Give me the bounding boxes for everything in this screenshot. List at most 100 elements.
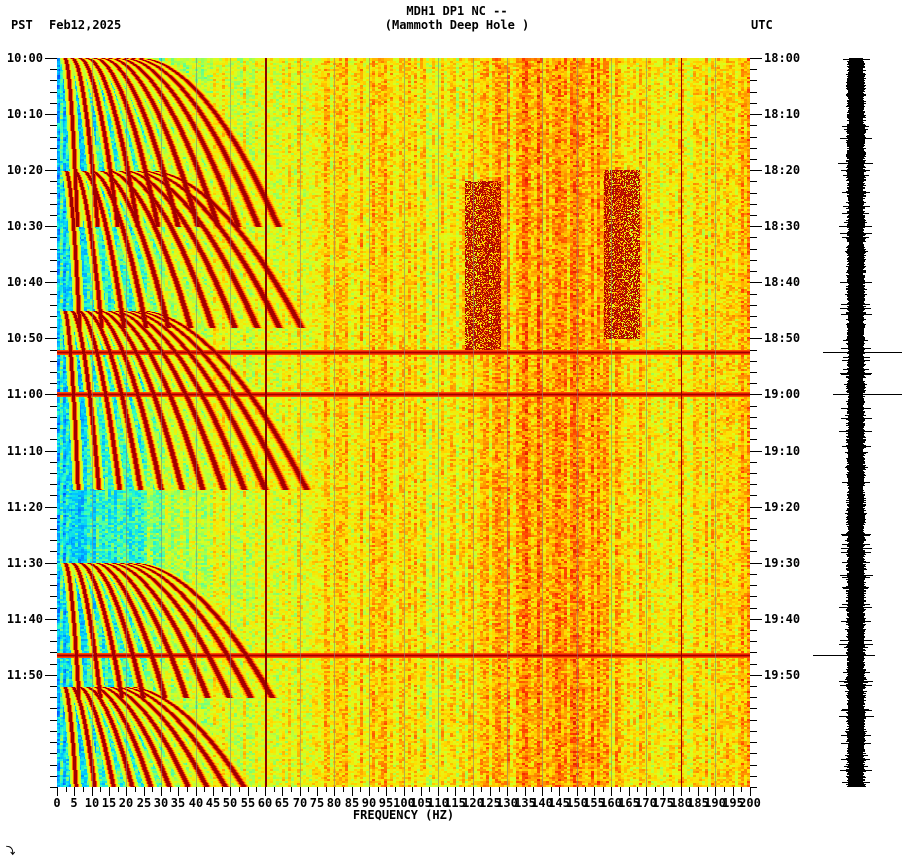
freq-tick-minor (222, 787, 223, 792)
helicorder-strip[interactable] (813, 58, 902, 787)
freq-tick-major (507, 787, 508, 796)
freq-tick-minor (135, 787, 136, 792)
time-tick-minor (750, 92, 757, 93)
header-left-timezone: PST (11, 18, 33, 32)
time-tick-minor (50, 708, 57, 709)
time-tick-minor (750, 193, 757, 194)
time-tick-minor (750, 428, 757, 429)
freq-label: 85 (344, 796, 360, 810)
freq-label: 25 (136, 796, 152, 810)
freq-tick-major (92, 787, 93, 796)
time-tick-major (45, 675, 57, 676)
freq-tick-major (317, 787, 318, 796)
freq-tick-major (334, 787, 335, 796)
time-tick-minor (750, 720, 757, 721)
time-tick-minor (750, 80, 757, 81)
freq-tick-major (109, 787, 110, 796)
time-tick-minor (50, 237, 57, 238)
time-tick-minor (50, 383, 57, 384)
spectrogram-canvas[interactable] (57, 58, 750, 787)
time-tick-minor (50, 80, 57, 81)
freq-tick-major (681, 787, 682, 796)
time-tick-minor (50, 103, 57, 104)
freq-tick-minor (239, 787, 240, 792)
time-tick-minor (50, 753, 57, 754)
time-tick-major (750, 394, 762, 395)
time-label: 18:50 (764, 331, 801, 345)
time-tick-minor (750, 652, 757, 653)
time-tick-minor (750, 316, 757, 317)
freq-tick-minor (100, 787, 101, 792)
time-tick-minor (50, 428, 57, 429)
freq-label: 80 (326, 796, 342, 810)
time-tick-minor (50, 271, 57, 272)
freq-label: 155 (583, 796, 605, 810)
freq-label: 0 (53, 796, 61, 810)
time-tick-minor (750, 383, 757, 384)
freq-tick-major (386, 787, 387, 796)
time-tick-minor (50, 137, 57, 138)
time-tick-minor (750, 125, 757, 126)
freq-tick-minor (741, 787, 742, 792)
freq-tick-minor (603, 787, 604, 792)
freq-tick-major (57, 787, 58, 796)
freq-tick-minor (689, 787, 690, 792)
time-tick-minor (50, 652, 57, 653)
time-tick-minor (50, 495, 57, 496)
freq-tick-minor (464, 787, 465, 792)
freq-tick-major (473, 787, 474, 796)
freq-tick-major (300, 787, 301, 796)
time-tick-major (45, 563, 57, 564)
corner-mark: ⤵ (6, 847, 16, 857)
time-tick-major (750, 282, 762, 283)
time-tick-minor (50, 596, 57, 597)
freq-tick-minor (66, 787, 67, 792)
freq-tick-major (352, 787, 353, 796)
time-label: 11:30 (6, 556, 43, 570)
time-tick-minor (50, 148, 57, 149)
time-tick-minor (750, 708, 757, 709)
time-tick-minor (50, 181, 57, 182)
time-tick-minor (50, 92, 57, 93)
freq-tick-major (265, 787, 266, 796)
time-tick-minor (750, 294, 757, 295)
time-tick-minor (750, 305, 757, 306)
time-tick-major (45, 114, 57, 115)
freq-tick-minor (291, 787, 292, 792)
time-tick-minor (750, 742, 757, 743)
freq-tick-minor (533, 787, 534, 792)
time-tick-minor (50, 765, 57, 766)
time-tick-minor (750, 529, 757, 530)
freq-label: 115 (444, 796, 466, 810)
time-tick-minor (50, 742, 57, 743)
freq-label: 60 (257, 796, 273, 810)
time-tick-minor (750, 686, 757, 687)
time-label: 11:10 (6, 444, 43, 458)
time-tick-minor (750, 776, 757, 777)
time-tick-major (750, 58, 762, 59)
time-tick-major (45, 170, 57, 171)
freq-label: 125 (479, 796, 501, 810)
left-time-axis: 10:00 10:10 10:20 10:30 10:40 10:50 11:00 11:10… (0, 52, 57, 788)
time-tick-minor (50, 641, 57, 642)
time-tick-minor (750, 484, 757, 485)
freq-tick-minor (204, 787, 205, 792)
helicorder-canvas[interactable] (813, 58, 902, 787)
time-tick-minor (750, 697, 757, 698)
freq-label: 5 (70, 796, 78, 810)
time-tick-minor (50, 193, 57, 194)
freq-label: 55 (240, 796, 256, 810)
time-label: 19:00 (764, 387, 801, 401)
time-label: 11:50 (6, 668, 43, 682)
freq-tick-major (144, 787, 145, 796)
time-tick-major (750, 675, 762, 676)
freq-tick-minor (481, 787, 482, 792)
spectrogram-plot[interactable] (57, 58, 750, 787)
time-tick-minor (50, 731, 57, 732)
time-tick-minor (750, 372, 757, 373)
time-tick-minor (750, 630, 757, 631)
time-label: 19:30 (764, 556, 801, 570)
freq-label: 150 (566, 796, 588, 810)
time-tick-minor (750, 69, 757, 70)
freq-tick-minor (378, 787, 379, 792)
